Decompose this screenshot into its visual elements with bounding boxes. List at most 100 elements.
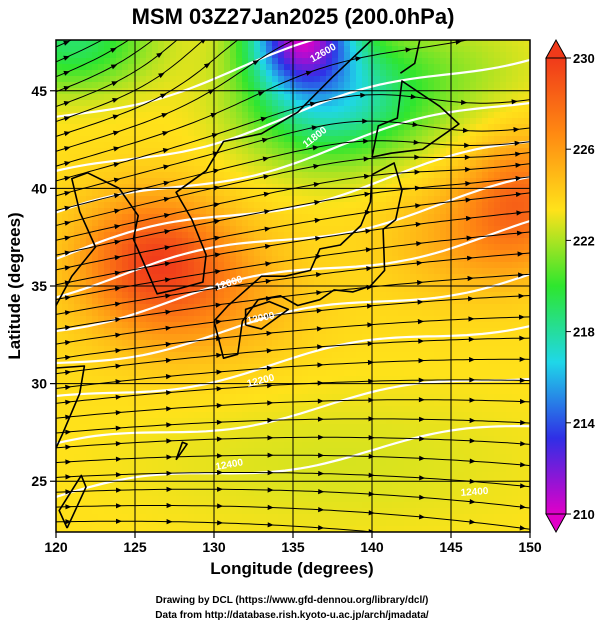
wind-arrow xyxy=(115,394,122,400)
streamline xyxy=(56,379,530,404)
wind-arrow xyxy=(316,308,323,314)
wind-arrow xyxy=(215,285,222,291)
wind-arrow xyxy=(166,486,173,492)
wind-arrow xyxy=(214,252,222,258)
wind-arrow xyxy=(167,551,173,556)
wind-arrow xyxy=(519,377,526,383)
streamline xyxy=(56,163,530,241)
wind-arrow xyxy=(364,210,372,216)
wind-arrow xyxy=(115,379,122,385)
wind-arrow xyxy=(267,435,274,441)
colorbar: 230 226 222 218 214 210 xyxy=(545,38,595,534)
wind-arrow xyxy=(417,319,424,325)
x-tick-label: 150 xyxy=(518,539,542,555)
wind-arrow xyxy=(166,470,173,476)
wind-arrow xyxy=(113,162,120,168)
wind-arrow xyxy=(167,535,173,540)
wind-arrow xyxy=(267,400,274,406)
wind-arrow xyxy=(418,338,425,344)
wind-arrow xyxy=(419,534,425,539)
wind-arrow xyxy=(115,348,122,354)
wind-arrow xyxy=(514,140,521,146)
wind-arrow xyxy=(317,398,324,404)
wind-arrow xyxy=(468,336,475,342)
wind-arrow xyxy=(263,174,270,180)
wind-arrow xyxy=(213,202,221,208)
wind-arrow xyxy=(466,235,473,241)
wind-arrow xyxy=(215,269,222,275)
wind-arrow xyxy=(416,260,423,266)
wind-arrow xyxy=(468,316,475,322)
streamline xyxy=(56,40,239,137)
wind-arrow xyxy=(519,314,525,320)
y-tick-label: 45 xyxy=(31,83,47,99)
wind-arrow xyxy=(115,317,122,323)
coastline xyxy=(175,441,188,461)
y-axis-label: Latitude (degrees) xyxy=(5,212,24,359)
wind-arrow xyxy=(114,239,121,245)
wind-arrow xyxy=(165,325,172,331)
wind-arrow xyxy=(417,280,424,286)
streamline xyxy=(56,316,530,360)
wind-arrow xyxy=(213,168,220,174)
streamline xyxy=(56,337,530,375)
wind-arrow xyxy=(305,70,313,76)
wind-arrow xyxy=(217,503,224,509)
wind-arrow xyxy=(419,455,426,461)
wind-arrow xyxy=(267,417,274,423)
wind-arrow xyxy=(257,91,265,97)
wind-arrow xyxy=(519,356,526,362)
wind-arrow xyxy=(465,167,472,173)
wind-arrow xyxy=(163,196,171,202)
wind-arrow xyxy=(63,26,70,31)
streamline xyxy=(56,358,530,389)
wind-arrow xyxy=(367,322,374,328)
wind-arrow xyxy=(161,113,168,118)
wind-arrow xyxy=(465,197,472,203)
wind-arrow xyxy=(214,218,221,225)
wind-arrow xyxy=(419,514,426,520)
wind-arrow xyxy=(468,296,475,302)
wind-arrow xyxy=(64,220,71,226)
streamline xyxy=(56,211,530,286)
wind-arrow xyxy=(110,48,117,53)
wind-arrow xyxy=(217,486,224,492)
wind-arrow xyxy=(247,30,254,35)
wind-arrow xyxy=(112,114,120,120)
wind-arrow xyxy=(65,355,72,361)
wind-arrow xyxy=(165,341,172,347)
wind-arrow xyxy=(313,182,320,188)
wind-arrow xyxy=(365,247,372,253)
wind-arrow xyxy=(315,272,323,278)
wind-arrow xyxy=(155,34,161,39)
wind-arrow xyxy=(164,277,172,283)
coastline xyxy=(399,40,421,74)
wind-arrow xyxy=(365,228,372,234)
wind-arrow xyxy=(366,266,373,272)
wind-arrow xyxy=(360,92,367,98)
wind-arrow xyxy=(217,520,224,526)
wind-arrow xyxy=(318,434,325,440)
streamline xyxy=(56,192,530,271)
wind-arrow xyxy=(163,180,170,186)
wind-arrow xyxy=(419,416,426,422)
coastline xyxy=(58,474,87,529)
wind-arrow xyxy=(111,81,118,87)
wind-arrow xyxy=(267,470,274,476)
wind-arrow xyxy=(112,98,119,103)
wind-arrow xyxy=(313,163,320,169)
wind-arrow xyxy=(166,406,173,412)
wind-arrow xyxy=(511,99,518,105)
wind-arrow xyxy=(519,504,526,510)
wind-arrow xyxy=(267,383,274,389)
wind-arrow xyxy=(165,374,173,380)
wind-arrow xyxy=(115,472,122,478)
wind-arrow xyxy=(116,487,122,493)
wind-arrow xyxy=(116,518,122,524)
wind-arrow xyxy=(65,474,72,480)
wind-arrow xyxy=(317,416,324,422)
colorbar-body xyxy=(545,57,567,515)
wind-arrow xyxy=(115,301,122,307)
wind-arrow xyxy=(64,265,71,271)
wind-arrow xyxy=(315,236,322,242)
